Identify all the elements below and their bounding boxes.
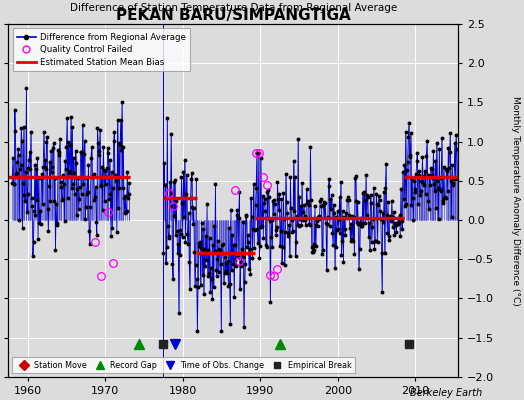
Legend: Station Move, Record Gap, Time of Obs. Change, Empirical Break: Station Move, Record Gap, Time of Obs. C…	[13, 357, 355, 373]
Y-axis label: Monthly Temperature Anomaly Difference (°C): Monthly Temperature Anomaly Difference (…	[511, 96, 520, 305]
Text: Difference of Station Temperature Data from Regional Average: Difference of Station Temperature Data f…	[70, 3, 397, 13]
Text: Berkeley Earth: Berkeley Earth	[410, 388, 482, 398]
Title: PEKAN BARU/SIMPANGTIGA: PEKAN BARU/SIMPANGTIGA	[116, 8, 351, 23]
